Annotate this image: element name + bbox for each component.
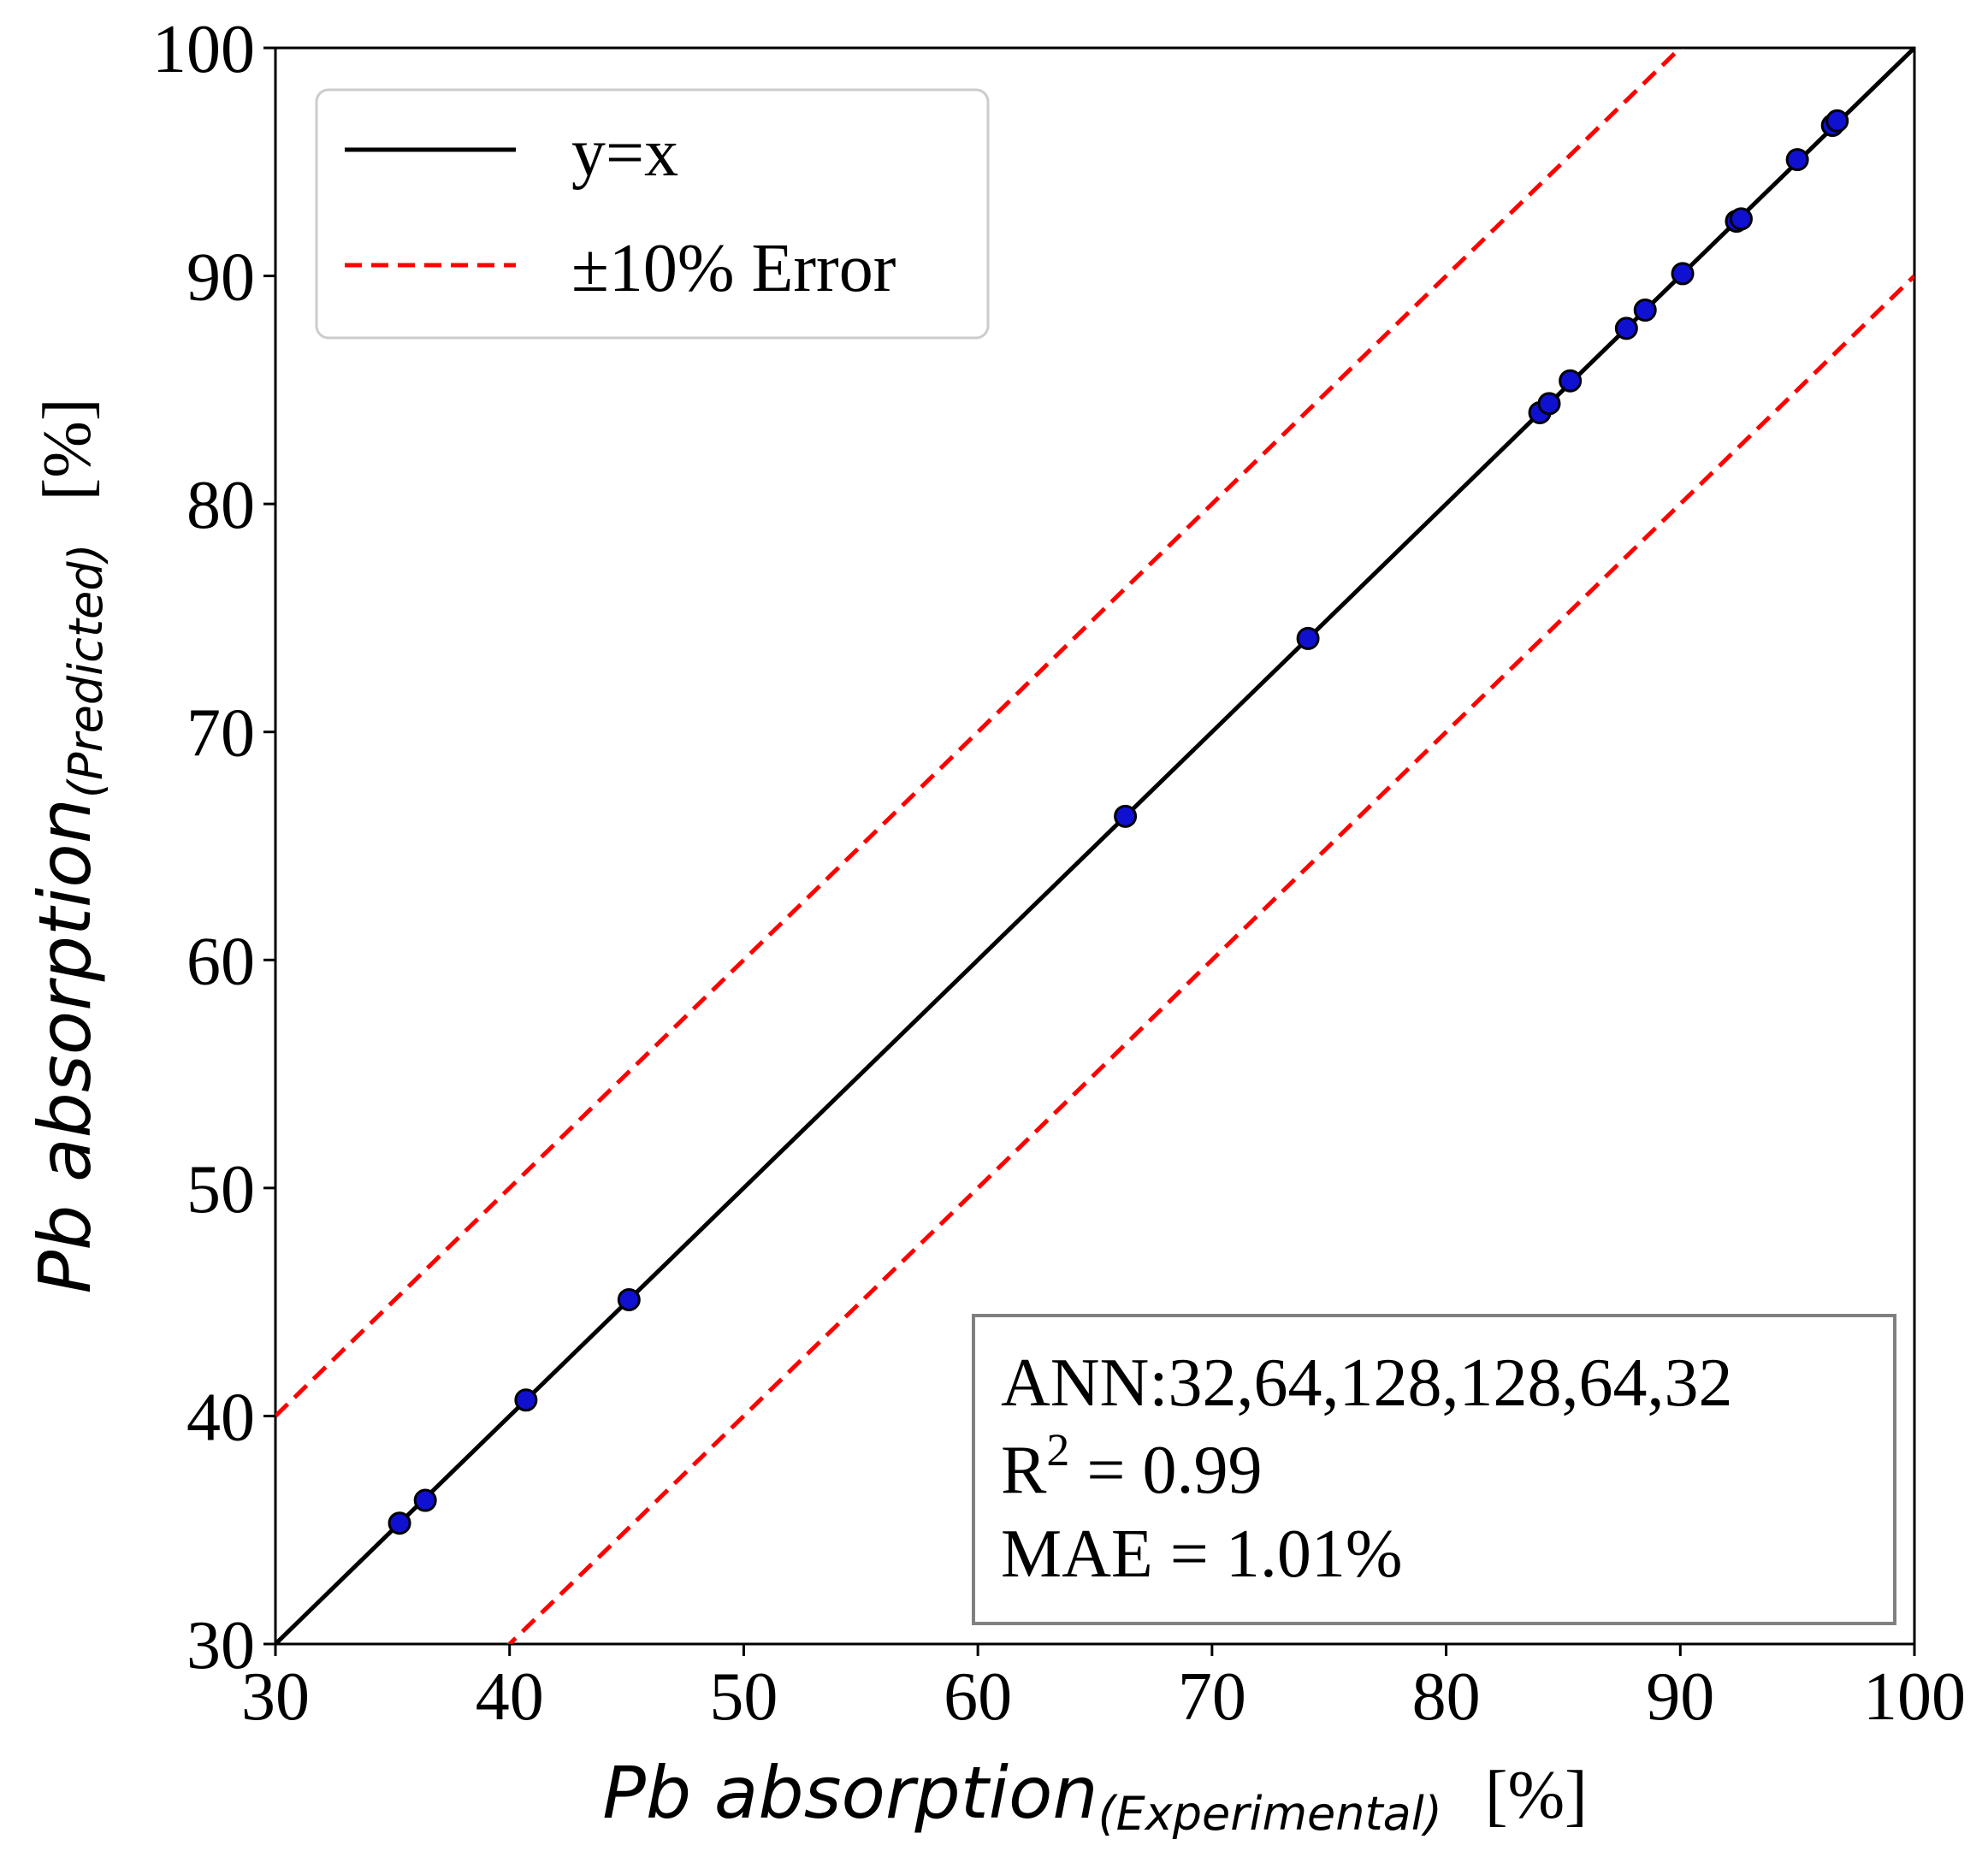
annotation-box: [972, 1314, 1896, 1625]
legend-label-error: ±10% Error: [571, 231, 896, 306]
y-tick-label: 80: [186, 468, 255, 543]
data-point: [617, 1287, 641, 1311]
y-tick-label: 70: [186, 696, 255, 772]
data-point: [1537, 392, 1561, 416]
legend: y=x ±10% Error: [315, 88, 990, 340]
x-tick-label: 60: [944, 1659, 1012, 1735]
x-tick-label: 90: [1646, 1659, 1714, 1735]
data-point: [1671, 262, 1695, 286]
r2-value: = 0.99: [1069, 1433, 1262, 1508]
legend-label-yx: y=x: [571, 115, 678, 191]
r2-prefix: R: [1001, 1433, 1047, 1508]
x-tick-label: 30: [241, 1659, 310, 1735]
x-tick-label: 70: [1178, 1659, 1246, 1735]
data-point: [1825, 109, 1849, 133]
r2-superscript: 2: [1046, 1424, 1069, 1476]
data-point: [1559, 369, 1583, 393]
scatter-points: [388, 109, 1849, 1535]
x-axis-label: Pb absorption(Experimental) [%]: [602, 1751, 1588, 1841]
data-point: [1296, 626, 1320, 650]
y-axis-label: Pb absorption(Predicted)[%]: [23, 398, 113, 1293]
metrics-annotation: ANN:32,64,128,128,64,32 R2 = 0.99 MAE = …: [972, 1314, 1896, 1625]
annotation-r2: R2 = 0.99: [1001, 1424, 1262, 1508]
annotation-mae: MAE = 1.01%: [1001, 1517, 1403, 1592]
x-tick-label: 50: [709, 1659, 778, 1735]
y-tick-label: 50: [186, 1152, 255, 1227]
axis-ticks: 30 40 50 60 70 80 90 100 30 40 50 60 70 80 90 100: [152, 12, 1966, 1735]
data-point: [514, 1388, 538, 1412]
y-tick-label: 90: [186, 240, 255, 316]
x-tick-label: 80: [1412, 1659, 1481, 1735]
x-tick-label: 100: [1863, 1659, 1966, 1735]
error-line-1: [275, 48, 1683, 1418]
data-point: [1114, 804, 1138, 828]
annotation-model: ANN:32,64,128,128,64,32: [1001, 1345, 1733, 1421]
data-point: [1633, 299, 1657, 322]
y-tick-label: 40: [186, 1380, 255, 1455]
data-point: [413, 1488, 437, 1512]
data-point: [1729, 207, 1753, 231]
data-point: [1785, 148, 1809, 172]
data-point: [1614, 316, 1638, 340]
y-tick-label: 100: [152, 12, 255, 87]
y-tick-label: 30: [186, 1608, 255, 1683]
data-point: [388, 1511, 411, 1535]
x-tick-label: 40: [476, 1659, 544, 1735]
error-line-2: [506, 274, 1914, 1644]
y-tick-label: 60: [186, 924, 255, 999]
